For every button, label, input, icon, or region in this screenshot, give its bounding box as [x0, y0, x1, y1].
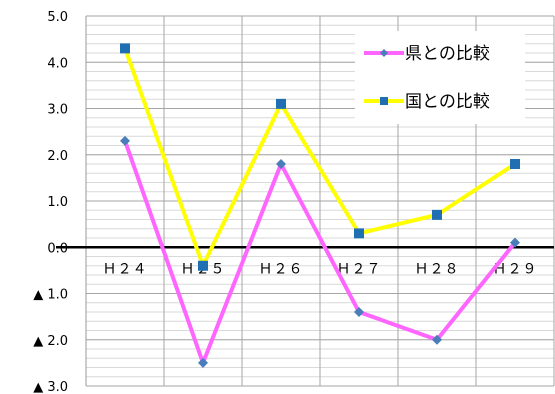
- data-point: [354, 307, 364, 317]
- data-point: [432, 334, 442, 345]
- data-point: [120, 135, 130, 146]
- data-point: [354, 228, 364, 239]
- data-point: [198, 357, 208, 368]
- data-point: [432, 209, 442, 220]
- data-point: [198, 260, 208, 271]
- data-point: [120, 43, 130, 54]
- series-layer: [120, 43, 520, 369]
- series-line-1: [123, 47, 517, 271]
- y-tick-label: 1.0: [47, 195, 68, 210]
- x-category-label: Ｈ２７: [337, 261, 382, 277]
- y-tick-label: ▲ 1.0: [33, 288, 68, 303]
- y-tick-label: ▲ 2.0: [33, 334, 68, 349]
- legend-label-0: 県との比較: [405, 44, 490, 64]
- x-category-label: Ｈ２８: [415, 261, 460, 277]
- y-tick-label: 0.0: [47, 241, 68, 256]
- y-tick-label: 3.0: [47, 103, 68, 118]
- data-point: [276, 98, 286, 109]
- legend-marker-0: [380, 49, 388, 57]
- legend: 県との比較 国との比較: [355, 31, 525, 124]
- data-point: [510, 237, 520, 248]
- data-point: [276, 159, 286, 169]
- y-tick-label: 4.0: [47, 56, 68, 71]
- legend-label-1: 国との比較: [405, 92, 490, 112]
- legend-box: [355, 31, 525, 124]
- data-point: [510, 159, 520, 169]
- legend-marker-1: [380, 97, 388, 105]
- y-tick-labels: 5.0 4.0 3.0 2.0 1.0 0.0 ▲ 1.0 ▲ 2.0 ▲ 3.0: [33, 10, 68, 394]
- y-tick-label: 5.0: [47, 10, 68, 25]
- x-category-label: Ｈ２４: [103, 261, 148, 277]
- series-line-0: [123, 140, 517, 369]
- y-tick-label: 2.0: [47, 149, 68, 164]
- x-category-label: Ｈ２９: [493, 261, 538, 277]
- y-tick-label: ▲ 3.0: [33, 380, 68, 394]
- x-category-label: Ｈ２６: [259, 261, 304, 277]
